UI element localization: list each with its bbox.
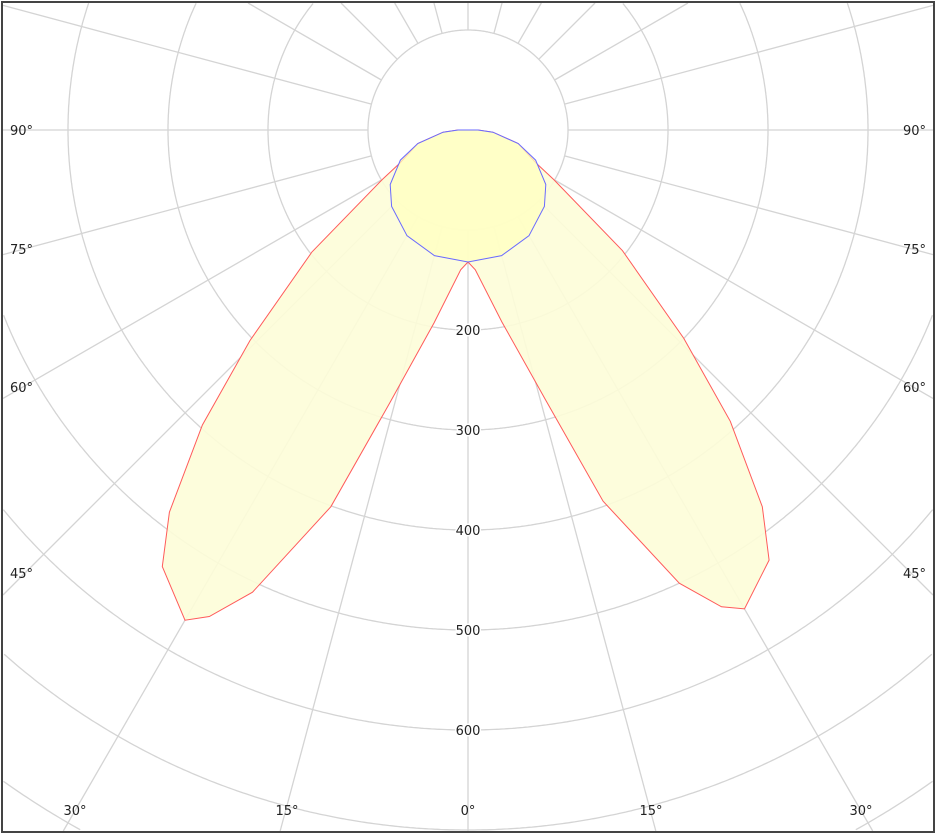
angle-label-left: 90° xyxy=(10,124,33,139)
grid-spoke xyxy=(517,2,542,44)
angle-label-bottom: 0° xyxy=(461,804,476,819)
grid-spoke xyxy=(554,2,689,81)
angle-label-left: 75° xyxy=(10,243,33,258)
grid-spoke xyxy=(564,4,934,105)
grid-ring xyxy=(67,2,869,531)
grid-ring xyxy=(3,780,933,831)
series-curve-0 xyxy=(161,129,770,621)
radial-tick-label: 400 xyxy=(456,524,481,539)
radial-tick-label: 200 xyxy=(456,324,481,339)
grid-spoke xyxy=(394,2,419,44)
angle-label-left: 60° xyxy=(10,381,33,396)
radial-tick-label: 300 xyxy=(456,424,481,439)
angle-label-right: 60° xyxy=(903,381,926,396)
grid-spoke xyxy=(493,2,503,34)
grid-spoke xyxy=(433,2,443,34)
angle-label-bottom: 15° xyxy=(275,804,298,819)
angle-label-bottom: 30° xyxy=(849,804,872,819)
series-curve-1 xyxy=(389,129,547,263)
angle-label-left: 45° xyxy=(10,567,33,582)
grid-spoke xyxy=(2,155,372,256)
grid-spoke xyxy=(564,155,934,256)
grid-spoke xyxy=(247,2,382,81)
grid-ring xyxy=(167,2,769,431)
angle-label-bottom: 15° xyxy=(639,804,662,819)
angle-label-bottom: 30° xyxy=(63,804,86,819)
angle-label-right: 75° xyxy=(903,243,926,258)
grid-spoke xyxy=(2,179,382,400)
grid-spoke xyxy=(538,2,596,60)
grid-spoke xyxy=(554,179,934,400)
angle-label-right: 90° xyxy=(903,124,926,139)
grid-spoke xyxy=(340,2,398,60)
angle-label-right: 45° xyxy=(903,567,926,582)
radial-tick-label: 500 xyxy=(456,624,481,639)
radial-tick-label: 600 xyxy=(456,724,481,739)
grid-spoke xyxy=(2,4,372,105)
